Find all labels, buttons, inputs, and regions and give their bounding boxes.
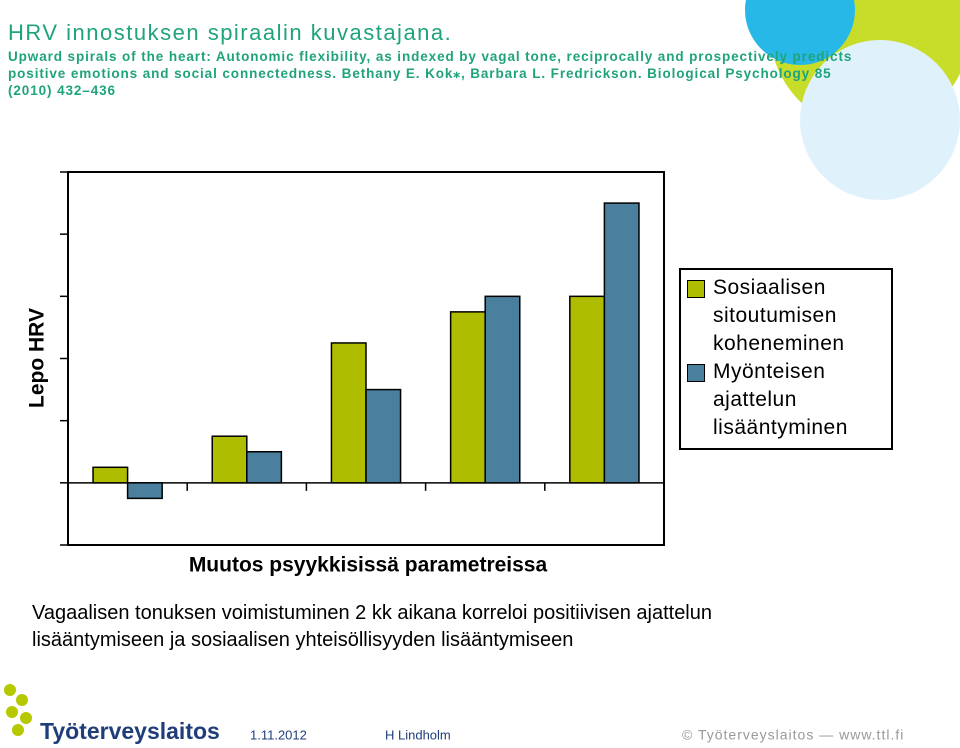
body-text: Vagaalisen tonuksen voimistuminen 2 kk a… bbox=[32, 602, 712, 651]
x-axis-label: Muutos psyykkisissä parametreissa bbox=[189, 554, 548, 577]
bar bbox=[603, 202, 640, 484]
decor-circle bbox=[745, 0, 855, 65]
slide-title: HRV innostuksen spiraalin kuvastajana. bbox=[8, 20, 453, 45]
legend-label: Myönteisen ajattelun lisääntyminen bbox=[713, 360, 848, 439]
bar bbox=[330, 342, 367, 484]
bar bbox=[569, 295, 606, 484]
legend-label: Sosiaalisen sitoutumisen koheneminen bbox=[713, 276, 845, 355]
bar bbox=[449, 311, 486, 484]
bar bbox=[365, 388, 402, 484]
bar bbox=[126, 482, 163, 500]
bar bbox=[484, 295, 521, 484]
legend-entry: Sosiaalisen sitoutumisen koheneminen bbox=[687, 274, 891, 358]
bar bbox=[92, 466, 129, 484]
decor-circle bbox=[800, 40, 960, 200]
footer-date: 1.11.2012 bbox=[250, 727, 307, 742]
bar bbox=[246, 451, 283, 484]
legend: Sosiaalisen sitoutumisen koheneminen Myön… bbox=[679, 268, 893, 450]
bar bbox=[211, 435, 248, 484]
logo-text: Työterveyslaitos bbox=[40, 718, 220, 744]
legend-swatch bbox=[687, 364, 705, 382]
footer-copyright: © Työterveyslaitos — www.ttl.fi bbox=[682, 727, 904, 743]
y-axis-label: Lepo HRV bbox=[26, 308, 49, 408]
footer-author: H Lindholm bbox=[385, 727, 451, 742]
citation: Upward spirals of the heart: Autonomic f… bbox=[8, 49, 853, 98]
legend-entry: Myönteisen ajattelun lisääntyminen bbox=[687, 358, 891, 442]
legend-swatch bbox=[687, 280, 705, 298]
logo-mark bbox=[4, 684, 32, 736]
